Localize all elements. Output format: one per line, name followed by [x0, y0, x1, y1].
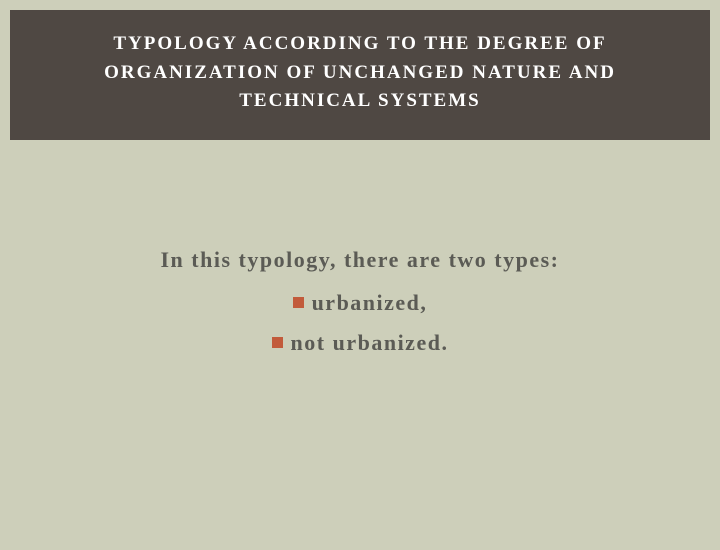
slide-content: In this typology, there are two types: u… [0, 140, 720, 363]
intro-text: In this typology, there are two types: [60, 240, 660, 280]
square-bullet-icon [293, 297, 304, 308]
list-item: urbanized, [60, 283, 660, 323]
bullet-label: urbanized, [312, 283, 428, 323]
slide-title: TYPOLOGY ACCORDING TO THE DEGREE OF ORGA… [104, 33, 616, 111]
slide-header: TYPOLOGY ACCORDING TO THE DEGREE OF ORGA… [10, 10, 710, 140]
square-bullet-icon [272, 337, 283, 348]
bullet-label: not urbanized. [291, 323, 449, 363]
list-item: not urbanized. [60, 323, 660, 363]
